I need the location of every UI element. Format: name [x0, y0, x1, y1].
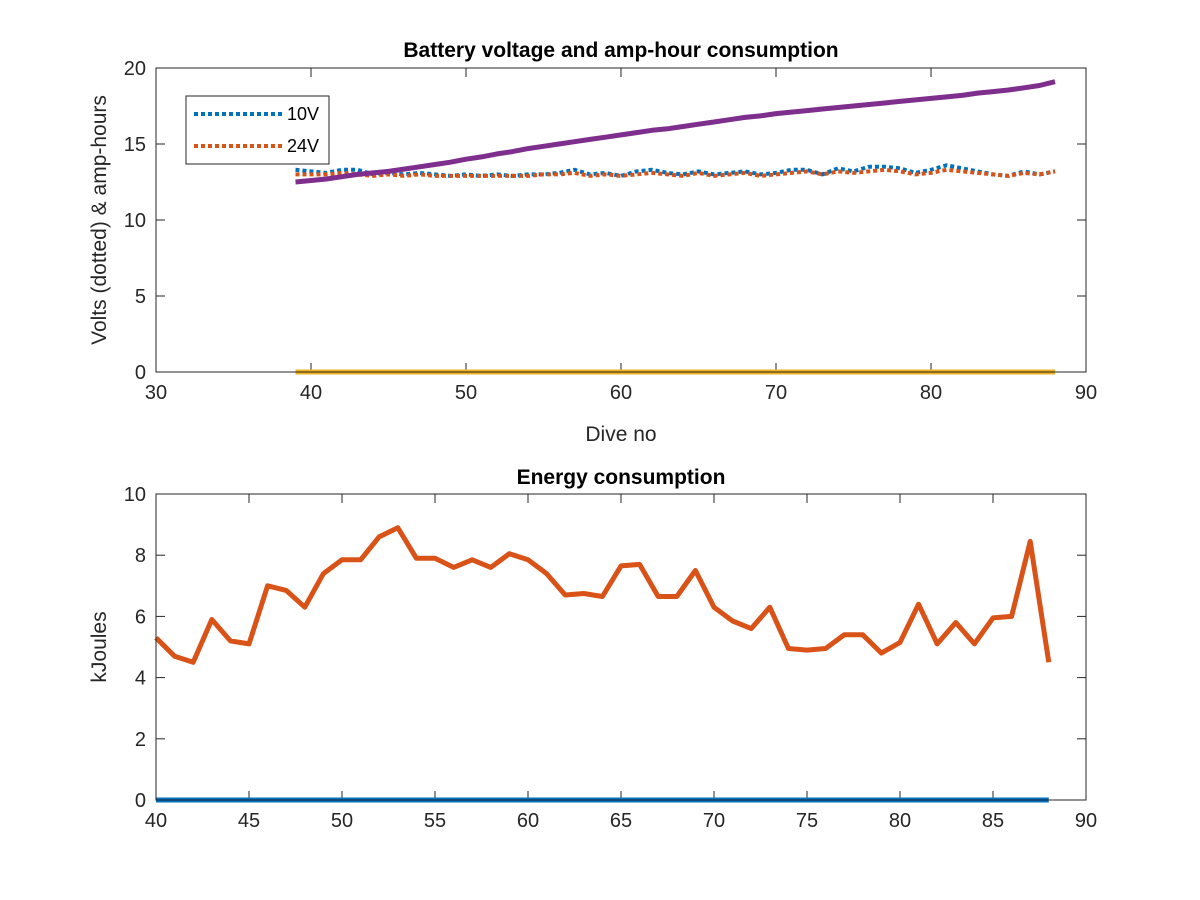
- x-tick-label: 30: [145, 382, 167, 404]
- legend-battery: 10V 24V: [185, 95, 330, 165]
- y-axis-label-battery: Volts (dotted) & amp-hours: [88, 95, 111, 345]
- x-tick-label: 50: [455, 382, 477, 404]
- axes-box-energy: [155, 493, 1087, 801]
- y-tick-label: 8: [135, 545, 146, 567]
- x-tick-label: 60: [610, 382, 632, 404]
- x-tick-label: 65: [610, 810, 632, 832]
- y-tick-label: 0: [135, 362, 146, 384]
- legend-label-10v: 10V: [287, 104, 319, 124]
- x-tick-label: 80: [920, 382, 942, 404]
- x-axis-label-battery: Dive no: [585, 423, 656, 446]
- x-tick-label: 90: [1075, 810, 1097, 832]
- y-axis-label-energy: kJoules: [88, 611, 111, 682]
- x-tick-label: 45: [238, 810, 260, 832]
- x-tick-label: 70: [703, 810, 725, 832]
- x-tick-label: 85: [982, 810, 1004, 832]
- x-tick-label: 75: [796, 810, 818, 832]
- y-tick-label: 4: [135, 668, 146, 690]
- chart-title-energy: Energy consumption: [517, 466, 726, 489]
- chart-battery: Battery voltage and amp-hour consumption…: [88, 39, 1097, 446]
- series-battery-24v: [295, 167, 1056, 178]
- y-tick-label: 20: [124, 58, 146, 80]
- x-tick-label: 80: [889, 810, 911, 832]
- series-battery-line-3: [295, 79, 1056, 185]
- y-tick-label: 10: [124, 484, 146, 506]
- y-tick-label: 10: [124, 210, 146, 232]
- series-energy-line-2: [154, 525, 1052, 665]
- y-tick-label: 0: [135, 790, 146, 812]
- x-tick-label: 60: [517, 810, 539, 832]
- y-tick-label: 15: [124, 134, 146, 156]
- x-tick-label: 70: [765, 382, 787, 404]
- y-tick-label: 5: [135, 286, 146, 308]
- chart-energy: Energy consumption kJoules 40 45 50 55 60 65 7…: [88, 466, 1097, 832]
- x-tick-label: 55: [424, 810, 446, 832]
- x-tick-label: 90: [1075, 382, 1097, 404]
- chart-title-battery: Battery voltage and amp-hour consumption: [403, 39, 838, 62]
- plot-area-energy: [156, 494, 1086, 800]
- x-tick-label: 40: [300, 382, 322, 404]
- axes-box-battery: [155, 67, 1087, 373]
- y-tick-label: 2: [135, 729, 146, 751]
- legend-label-24v: 24V: [287, 136, 319, 156]
- y-tick-label: 6: [135, 606, 146, 628]
- x-tick-label: 50: [331, 810, 353, 832]
- ticks-battery: 30 40 50 60 70 80 90 0 5 10 15 20: [124, 58, 1097, 404]
- legend-box: [185, 95, 330, 165]
- x-tick-label: 40: [145, 810, 167, 832]
